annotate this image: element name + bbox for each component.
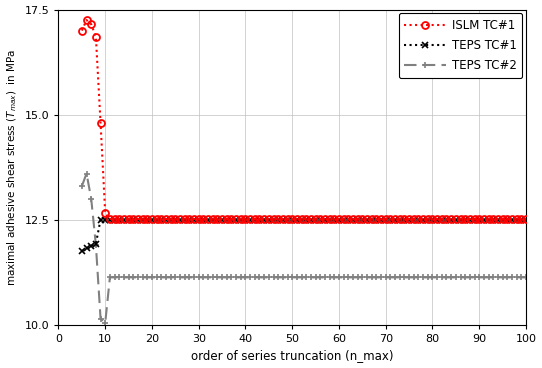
TEPS TC#1: [490, 217, 496, 222]
Line: TEPS TC#2: TEPS TC#2: [79, 170, 530, 326]
Line: ISLM TC#1: ISLM TC#1: [79, 17, 530, 222]
Legend: ISLM TC#1, TEPS TC#1, TEPS TC#2: ISLM TC#1, TEPS TC#1, TEPS TC#2: [398, 13, 522, 78]
ISLM TC#1: [522, 217, 529, 221]
TEPS TC#1: [210, 217, 216, 222]
TEPS TC#2: [495, 275, 501, 280]
TEPS TC#2: [312, 275, 319, 280]
TEPS TC#1: [522, 217, 529, 222]
ISLM TC#1: [280, 217, 286, 221]
TEPS TC#2: [149, 275, 155, 280]
ISLM TC#1: [79, 28, 85, 33]
TEPS TC#1: [308, 217, 314, 222]
ISLM TC#1: [83, 18, 90, 22]
ISLM TC#1: [326, 217, 333, 221]
Line: TEPS TC#1: TEPS TC#1: [79, 217, 529, 254]
X-axis label: order of series truncation (n_max): order of series truncation (n_max): [191, 350, 393, 362]
TEPS TC#1: [275, 217, 281, 222]
TEPS TC#1: [322, 217, 328, 222]
TEPS TC#1: [144, 217, 151, 222]
ISLM TC#1: [107, 217, 113, 221]
TEPS TC#2: [79, 184, 85, 188]
ISLM TC#1: [312, 217, 319, 221]
TEPS TC#1: [79, 249, 85, 254]
TEPS TC#2: [326, 275, 333, 280]
ISLM TC#1: [495, 217, 501, 221]
ISLM TC#1: [214, 217, 221, 221]
ISLM TC#1: [149, 217, 155, 221]
TEPS TC#2: [83, 171, 90, 176]
TEPS TC#2: [214, 275, 221, 280]
TEPS TC#2: [280, 275, 286, 280]
TEPS TC#2: [102, 321, 108, 325]
TEPS TC#1: [98, 217, 104, 222]
Y-axis label: maximal adhesive shear stress ($T_{max}$)  in MPa: maximal adhesive shear stress ($T_{max}$…: [5, 49, 19, 286]
TEPS TC#2: [522, 275, 529, 280]
